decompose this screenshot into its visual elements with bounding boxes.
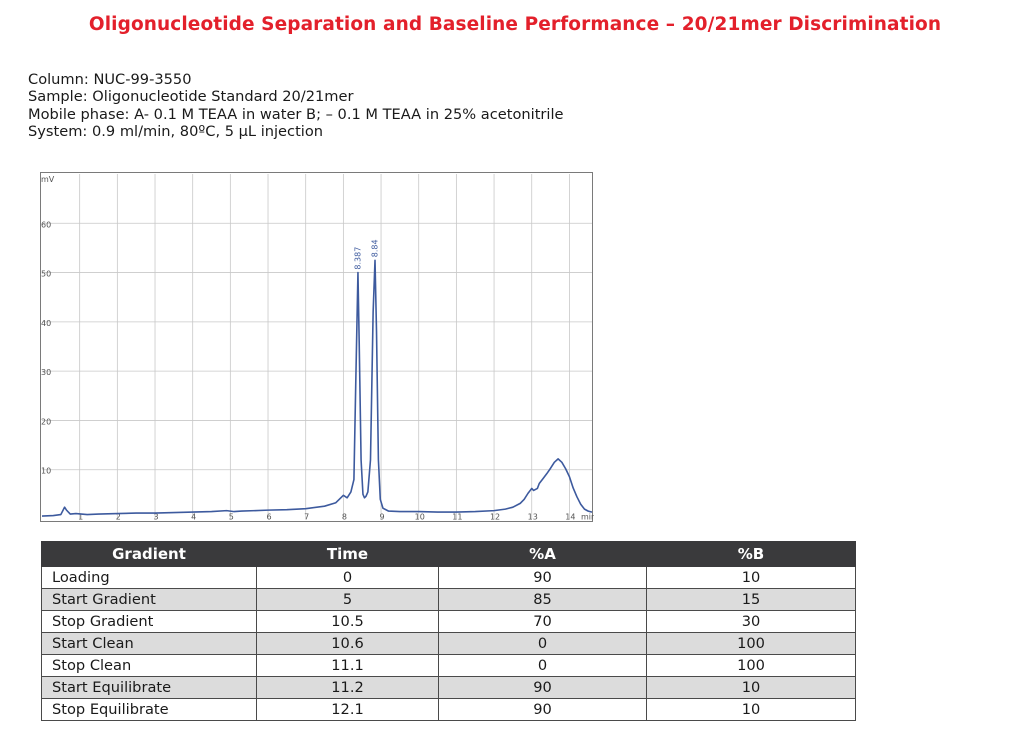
table-cell: 90 <box>438 676 647 699</box>
table-cell: 90 <box>438 566 647 589</box>
table-cell: 5 <box>256 588 439 611</box>
table-cell: 15 <box>646 588 856 611</box>
x-tick-label: 2 <box>116 513 121 522</box>
table-row: Start Equilibrate 11.2 90 10 <box>41 676 856 699</box>
table-row: Start Clean 10.6 0 100 <box>41 632 856 655</box>
gradient-step-cell: Stop Gradient <box>41 610 257 633</box>
table-header-cell: %A <box>438 541 647 567</box>
peak-label: 8.387 <box>353 247 362 270</box>
y-axis-label: mV <box>41 175 55 184</box>
peak-label: 8.84 <box>371 239 380 257</box>
table-cell: 100 <box>646 654 856 677</box>
table-cell: 10.6 <box>256 632 439 655</box>
peak-labels: 8.387 8.84 <box>353 239 379 269</box>
x-tick-label: 5 <box>229 513 234 522</box>
x-tick-label: 10 <box>415 513 425 522</box>
table-row: Stop Clean 11.1 0 100 <box>41 654 856 677</box>
table-cell: 10 <box>646 676 856 699</box>
table-cell: 70 <box>438 610 647 633</box>
chromatogram-trace <box>41 259 593 517</box>
grid-lines <box>42 174 592 519</box>
table-header-row: Gradient Time %A %B <box>41 541 856 567</box>
gradient-step-cell: Stop Equilibrate <box>41 698 257 721</box>
chromatogram-chart: 10 20 30 40 50 60 1 2 3 4 5 6 7 8 9 10 11 12 13 14 mV min 8.3… <box>40 172 594 523</box>
x-axis-label: min <box>581 513 594 522</box>
gradient-step-cell: Start Equilibrate <box>41 676 257 699</box>
method-info: Column: NUC-99-3550 Sample: Oligonucleot… <box>28 71 564 141</box>
table-cell: 12.1 <box>256 698 439 721</box>
table-cell: 10 <box>646 698 856 721</box>
y-tick-label: 50 <box>41 270 51 279</box>
table-row: Stop Equilibrate 12.1 90 10 <box>41 698 856 721</box>
x-tick-label: 14 <box>565 513 575 522</box>
column-info: Column: NUC-99-3550 <box>28 71 192 88</box>
x-tick-label: 6 <box>266 513 271 522</box>
gradient-step-cell: Start Gradient <box>41 588 257 611</box>
table-cell: 11.2 <box>256 676 439 699</box>
table-cell: 90 <box>438 698 647 721</box>
x-tick-label: 9 <box>379 513 384 522</box>
table-row: Start Gradient 5 85 15 <box>41 588 856 611</box>
table-cell: 100 <box>646 632 856 655</box>
x-tick-label: 13 <box>528 513 538 522</box>
table-header-cell: %B <box>646 541 856 567</box>
table-row: Stop Gradient 10.5 70 30 <box>41 610 856 633</box>
page-title: Oligonucleotide Separation and Baseline … <box>88 14 942 35</box>
y-tick-label: 60 <box>41 220 51 229</box>
x-tick-label: 7 <box>304 513 309 522</box>
x-tick-label: 12 <box>490 513 500 522</box>
table-header-cell: Gradient <box>41 541 257 567</box>
x-tick-label: 3 <box>153 513 158 522</box>
plot-border <box>40 172 593 522</box>
system-info: System: 0.9 ml/min, 80ºC, 5 µL injection <box>28 123 324 141</box>
y-tick-label: 40 <box>41 319 51 328</box>
mobile-phase-info: Mobile phase: A- 0.1 M TEAA in water B; … <box>28 105 564 123</box>
x-tick-label: 11 <box>452 513 462 522</box>
y-tick-label: 10 <box>41 467 51 476</box>
table-body: Loading 0 90 10 Start Gradient 5 85 15 Stop Grad… <box>41 566 856 721</box>
x-tick-label: 4 <box>191 513 196 522</box>
table-cell: 10.5 <box>256 610 439 633</box>
table-header-cell: Time <box>256 541 439 567</box>
table-cell: 85 <box>438 588 647 611</box>
y-tick-label: 20 <box>41 417 51 426</box>
sample-info: Sample: Oligonucleotide Standard 20/21me… <box>28 88 354 106</box>
table-cell: 0 <box>438 654 647 677</box>
table-cell: 0 <box>438 632 647 655</box>
table-cell: 30 <box>646 610 856 633</box>
table-row: Loading 0 90 10 <box>41 566 856 589</box>
y-tick-label: 30 <box>41 368 51 377</box>
gradient-step-cell: Stop Clean <box>41 654 257 677</box>
gradient-table: Gradient Time %A %B Loading 0 90 10 Start Gradi… <box>41 541 856 721</box>
gradient-step-cell: Start Clean <box>41 632 257 655</box>
table-cell: 11.1 <box>256 654 439 677</box>
table-cell: 10 <box>646 566 856 589</box>
table-cell: 0 <box>256 566 439 589</box>
gradient-step-cell: Loading <box>41 566 257 589</box>
x-tick-label: 1 <box>78 513 83 522</box>
x-tick-label: 8 <box>342 513 347 522</box>
